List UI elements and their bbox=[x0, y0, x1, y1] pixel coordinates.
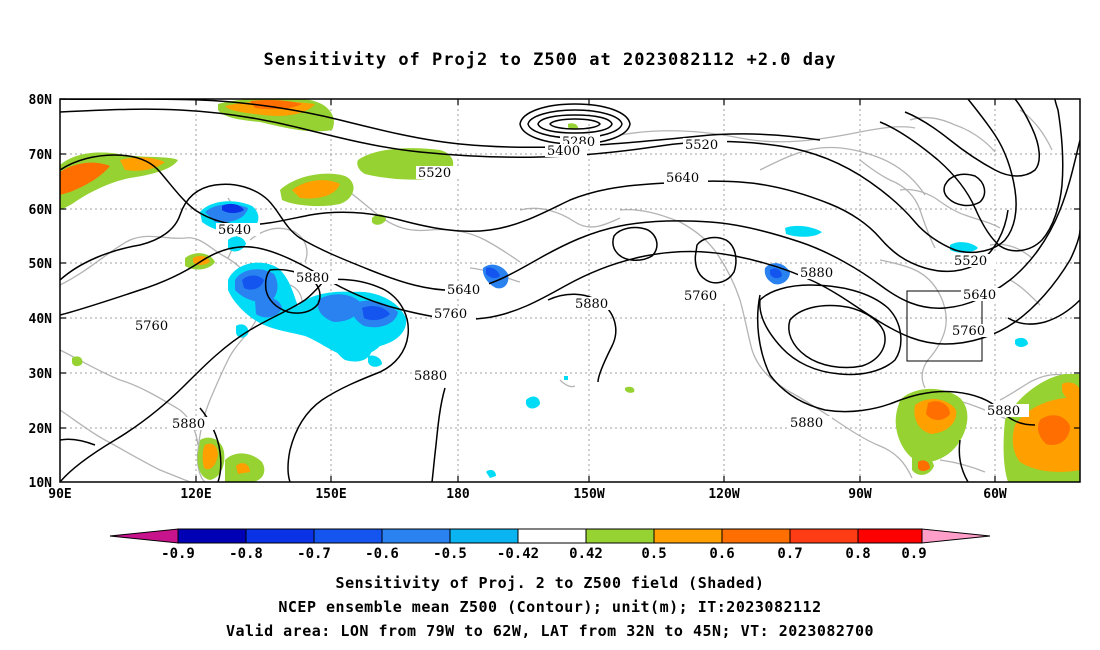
colorbar-box bbox=[517, 528, 587, 544]
colorbar-label: -0.8 bbox=[229, 546, 263, 562]
colorbar-label: -0.5 bbox=[433, 546, 467, 562]
contour-label: 5640 bbox=[447, 283, 480, 298]
contour-label: 5760 bbox=[434, 307, 467, 322]
lat-label: 10N bbox=[29, 476, 53, 491]
colorbar-label: 0.8 bbox=[845, 546, 870, 562]
lon-label: 90W bbox=[848, 487, 872, 502]
contour-label: 5880 bbox=[296, 271, 329, 286]
colorbar-label: -0.6 bbox=[365, 546, 399, 562]
colorbar-box bbox=[789, 528, 859, 544]
footer-line-1: Sensitivity of Proj. 2 to Z500 field (Sh… bbox=[335, 574, 765, 592]
lat-label: 30N bbox=[29, 367, 53, 382]
map-title: Sensitivity of Proj2 to Z500 at 20230821… bbox=[263, 50, 837, 70]
footer-line-2: NCEP ensemble mean Z500 (Contour); unit(… bbox=[278, 598, 822, 616]
tick-marks bbox=[60, 98, 1080, 482]
colorbar-label: -0.42 bbox=[497, 546, 539, 562]
positive-sensitivity-areas bbox=[60, 99, 1080, 482]
lon-label: 90E bbox=[48, 487, 71, 502]
colorbar-box bbox=[381, 528, 451, 544]
colorbar-label: 0.7 bbox=[777, 546, 802, 562]
lat-label: 70N bbox=[29, 148, 53, 163]
lat-label: 50N bbox=[29, 257, 53, 272]
latitude-labels: 80N 70N 60N 50N 40N 30N 20N 10N bbox=[29, 93, 53, 491]
contour-label: 5760 bbox=[684, 289, 717, 304]
lon-label: 150W bbox=[573, 487, 604, 502]
colorbar-label: -0.7 bbox=[297, 546, 331, 562]
contour-labels: 5280 5400 5520 5520 5640 5640 5640 5760 … bbox=[133, 135, 1029, 432]
lon-label: 150E bbox=[315, 487, 346, 502]
contour-label: 5880 bbox=[987, 404, 1020, 419]
lat-label: 40N bbox=[29, 312, 53, 327]
lat-label: 80N bbox=[29, 93, 53, 108]
colorbar-box bbox=[653, 528, 723, 544]
colorbar-box bbox=[585, 528, 655, 544]
colorbar-label: -0.9 bbox=[161, 546, 195, 562]
z500-contours bbox=[60, 99, 1080, 482]
contour-label: 5880 bbox=[575, 297, 608, 312]
lon-label: 120E bbox=[180, 487, 211, 502]
lon-label: 120W bbox=[708, 487, 739, 502]
contour-label: 5880 bbox=[790, 416, 823, 431]
colorbar-label: 0.6 bbox=[709, 546, 734, 562]
colorbar-over-triangle bbox=[921, 528, 991, 544]
colorbar-box bbox=[177, 528, 247, 544]
colorbar-box bbox=[721, 528, 791, 544]
contour-label: 5760 bbox=[135, 319, 168, 334]
lat-label: 60N bbox=[29, 203, 53, 218]
colorbar-label: 0.9 bbox=[901, 546, 926, 562]
contour-label: 5520 bbox=[418, 166, 451, 181]
colorbar-label: 0.5 bbox=[641, 546, 666, 562]
colorbar-under-triangle bbox=[109, 528, 179, 544]
contour-label: 5880 bbox=[172, 417, 205, 432]
lon-label: 180 bbox=[446, 487, 470, 502]
contour-label: 5880 bbox=[800, 266, 833, 281]
contour-label: 5760 bbox=[952, 324, 985, 339]
lat-label: 20N bbox=[29, 422, 53, 437]
contour-label: 5880 bbox=[414, 369, 447, 384]
colorbar-box bbox=[313, 528, 383, 544]
contour-label: 5640 bbox=[963, 288, 996, 303]
lon-label: 60W bbox=[983, 487, 1007, 502]
contour-label: 5400 bbox=[547, 144, 580, 159]
colorbar-label: 0.42 bbox=[569, 546, 603, 562]
longitude-labels: 90E 120E 150E 180 150W 120W 90W 60W bbox=[48, 487, 1007, 502]
colorbar-box bbox=[449, 528, 519, 544]
negative-sensitivity-areas bbox=[200, 201, 1028, 478]
colorbar bbox=[109, 528, 991, 544]
colorbar-box bbox=[245, 528, 315, 544]
colorbar-box bbox=[857, 528, 923, 544]
contour-label: 5640 bbox=[666, 171, 699, 186]
contour-label: 5520 bbox=[685, 138, 718, 153]
colorbar-labels: -0.9 -0.8 -0.7 -0.6 -0.5 -0.42 0.42 0.5 … bbox=[161, 546, 927, 562]
map-frame bbox=[59, 98, 1081, 483]
contour-label: 5520 bbox=[954, 254, 987, 269]
footer-line-3: Valid area: LON from 79W to 62W, LAT fro… bbox=[225, 622, 875, 640]
contour-label: 5640 bbox=[218, 223, 251, 238]
